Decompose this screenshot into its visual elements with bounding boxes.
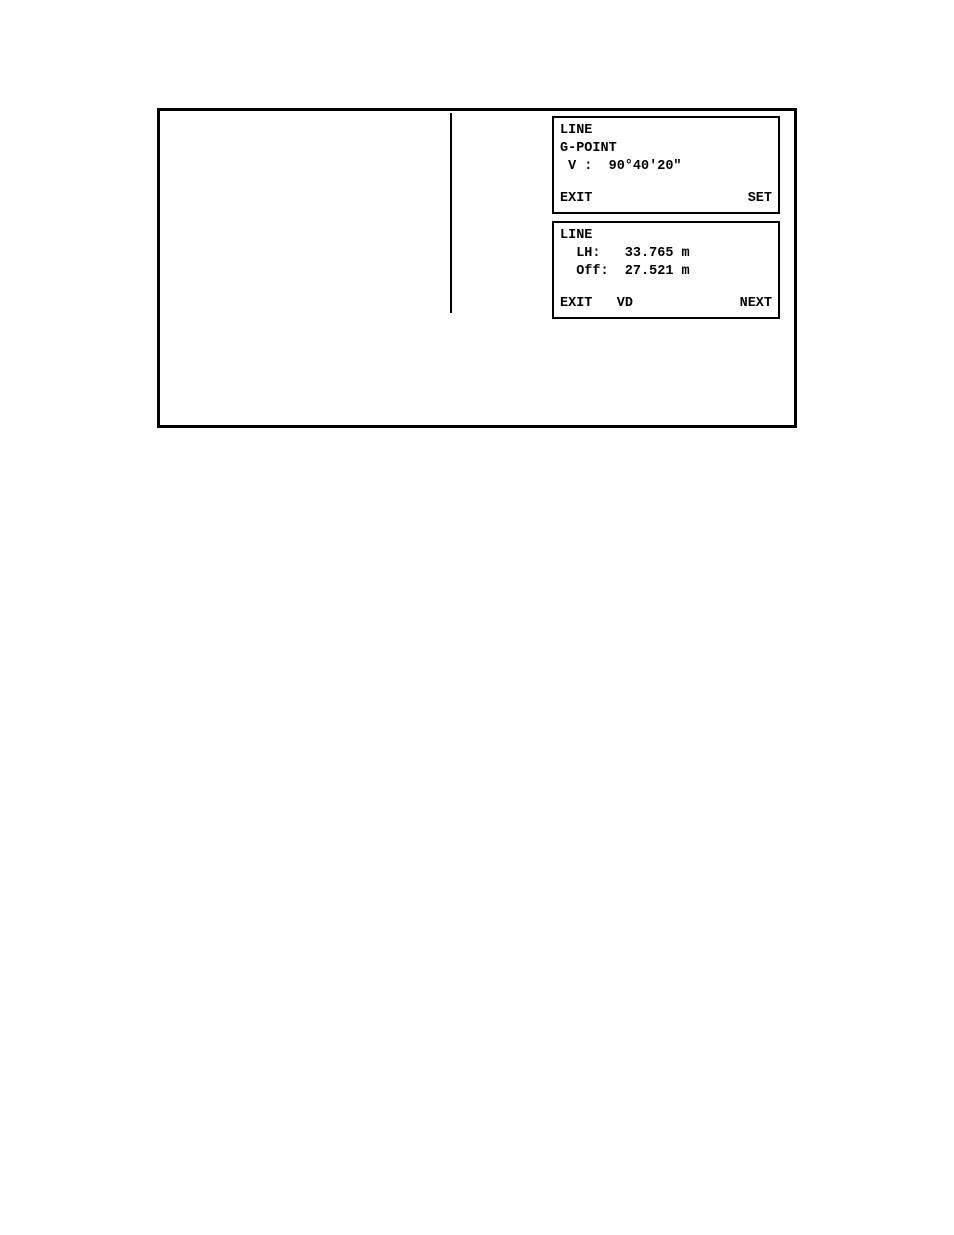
next-button[interactable]: NEXT — [740, 295, 772, 313]
panel1-title: LINE — [560, 122, 772, 140]
left-inner-panel — [162, 113, 452, 313]
vd-button[interactable]: VD — [617, 296, 633, 311]
set-button[interactable]: SET — [748, 190, 772, 208]
line-gpoint-panel: LINE G-POINT V : 90°40'20" EXIT SET — [552, 116, 780, 214]
panel2-off: Off: 27.521 m — [560, 263, 772, 281]
exit-button[interactable]: EXIT — [560, 190, 592, 208]
line-lh-off-panel: LINE LH: 33.765 m Off: 27.521 m EXIT VD … — [552, 221, 780, 319]
exit-button-2[interactable]: EXIT — [560, 296, 592, 311]
panel1-subtitle: G-POINT — [560, 140, 772, 158]
panel2-title: LINE — [560, 227, 772, 245]
panel2-lh: LH: 33.765 m — [560, 245, 772, 263]
outer-frame: LINE G-POINT V : 90°40'20" EXIT SET LINE… — [157, 108, 797, 428]
panel1-value: V : 90°40'20" — [560, 158, 772, 176]
